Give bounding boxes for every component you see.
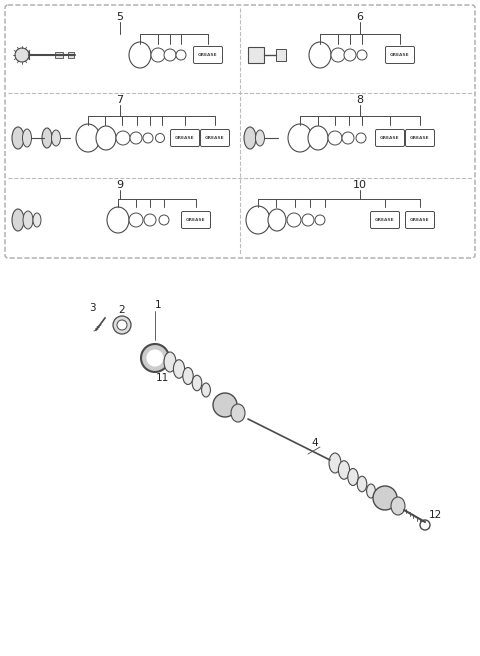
FancyBboxPatch shape (371, 211, 399, 228)
FancyBboxPatch shape (385, 47, 415, 64)
Text: 4: 4 (312, 438, 318, 448)
Text: 12: 12 (428, 510, 442, 520)
Circle shape (143, 133, 153, 143)
Ellipse shape (129, 42, 151, 68)
Ellipse shape (192, 375, 202, 391)
Circle shape (356, 133, 366, 143)
Circle shape (144, 214, 156, 226)
Bar (276, 49, 286, 61)
Circle shape (130, 132, 142, 144)
FancyBboxPatch shape (406, 211, 434, 228)
Circle shape (159, 215, 169, 225)
Ellipse shape (246, 206, 270, 234)
Ellipse shape (12, 209, 24, 231)
Text: GREASE: GREASE (390, 53, 410, 57)
Circle shape (331, 48, 345, 62)
Circle shape (302, 214, 314, 226)
Bar (68, 52, 74, 58)
Text: GREASE: GREASE (186, 218, 206, 222)
Ellipse shape (12, 127, 24, 149)
Text: 1: 1 (155, 300, 161, 310)
FancyBboxPatch shape (193, 47, 223, 64)
Ellipse shape (96, 126, 116, 150)
Circle shape (420, 520, 430, 530)
Ellipse shape (76, 124, 100, 152)
Circle shape (357, 50, 367, 60)
Ellipse shape (23, 129, 32, 147)
Circle shape (141, 344, 169, 372)
Ellipse shape (391, 497, 405, 515)
FancyBboxPatch shape (406, 129, 434, 146)
Circle shape (15, 48, 29, 62)
Ellipse shape (107, 207, 129, 233)
FancyBboxPatch shape (170, 129, 200, 146)
Text: 11: 11 (156, 373, 168, 383)
Bar (248, 47, 264, 63)
Text: GREASE: GREASE (205, 136, 225, 140)
Circle shape (164, 49, 176, 61)
Circle shape (117, 320, 127, 330)
Text: GREASE: GREASE (198, 53, 218, 57)
Ellipse shape (33, 213, 41, 227)
Ellipse shape (51, 130, 60, 146)
Ellipse shape (183, 367, 193, 384)
Circle shape (176, 50, 186, 60)
Text: 7: 7 (117, 95, 123, 105)
Ellipse shape (357, 476, 367, 492)
Text: 3: 3 (89, 303, 96, 313)
Circle shape (147, 350, 163, 366)
Text: 9: 9 (117, 180, 123, 190)
Ellipse shape (42, 128, 52, 148)
Text: GREASE: GREASE (375, 218, 395, 222)
Circle shape (151, 48, 165, 62)
Circle shape (328, 131, 342, 145)
Ellipse shape (309, 42, 331, 68)
Ellipse shape (173, 359, 185, 379)
FancyBboxPatch shape (201, 129, 229, 146)
Text: 6: 6 (357, 12, 363, 22)
Circle shape (156, 134, 165, 142)
Ellipse shape (255, 130, 264, 146)
Ellipse shape (308, 126, 328, 150)
Ellipse shape (268, 209, 286, 231)
Ellipse shape (348, 468, 358, 485)
Text: 10: 10 (353, 180, 367, 190)
Circle shape (116, 131, 130, 145)
Circle shape (344, 49, 356, 61)
FancyBboxPatch shape (375, 129, 405, 146)
Ellipse shape (231, 404, 245, 422)
Ellipse shape (164, 352, 176, 372)
Circle shape (213, 393, 237, 417)
FancyBboxPatch shape (181, 211, 211, 228)
Ellipse shape (288, 124, 312, 152)
Text: GREASE: GREASE (410, 218, 430, 222)
Text: GREASE: GREASE (410, 136, 430, 140)
Ellipse shape (329, 453, 341, 473)
Ellipse shape (244, 127, 256, 149)
Circle shape (342, 132, 354, 144)
Text: 2: 2 (119, 305, 125, 315)
Text: GREASE: GREASE (380, 136, 400, 140)
Ellipse shape (338, 461, 349, 480)
Circle shape (287, 213, 301, 227)
Circle shape (315, 215, 325, 225)
Text: GREASE: GREASE (175, 136, 195, 140)
Ellipse shape (367, 484, 375, 498)
Text: 5: 5 (117, 12, 123, 22)
Ellipse shape (23, 211, 33, 229)
Circle shape (113, 316, 131, 334)
Bar (55, 52, 63, 58)
Text: 8: 8 (357, 95, 363, 105)
Ellipse shape (202, 383, 210, 397)
Circle shape (129, 213, 143, 227)
Circle shape (373, 486, 397, 510)
